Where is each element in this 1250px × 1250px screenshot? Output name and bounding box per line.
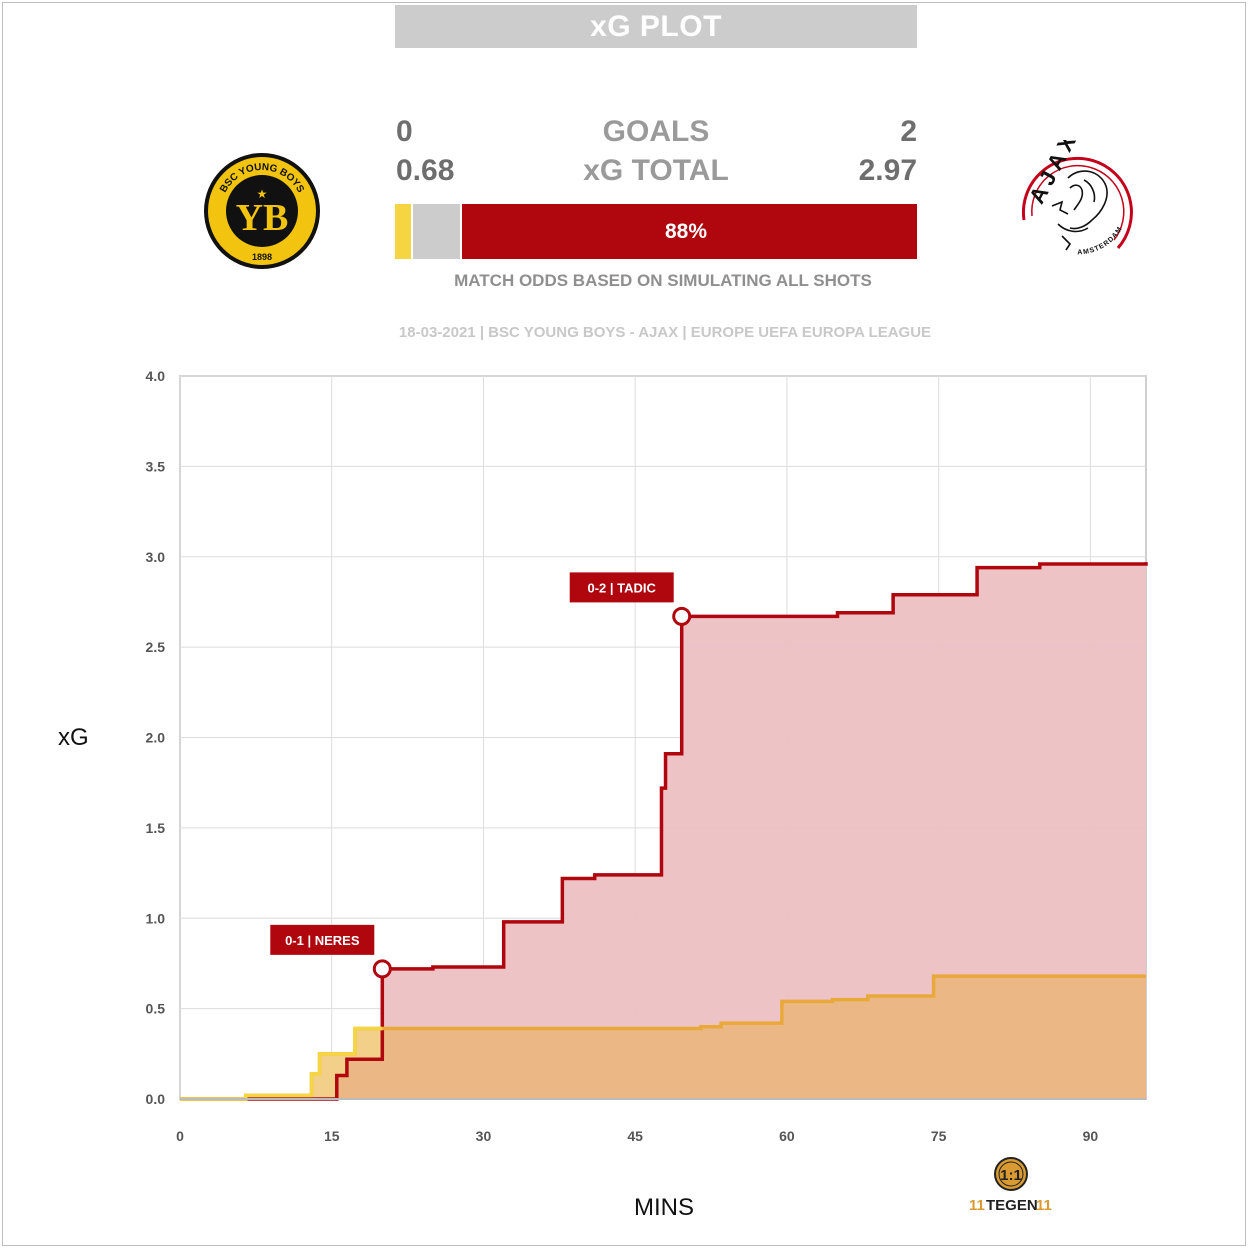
home-crest-year: 1898 xyxy=(252,252,272,262)
away-xg-line xyxy=(180,562,1148,1101)
x-tick-label: 30 xyxy=(476,1128,492,1144)
goal-marker xyxy=(372,959,392,979)
young-boys-crest-icon: BSC YOUNG BOYS ★ YB 1898 xyxy=(204,153,320,269)
odds-draw-bar xyxy=(413,204,460,259)
odds-home-bar xyxy=(395,204,411,259)
overlap-area xyxy=(180,976,1146,1099)
y-tick-label: 3.5 xyxy=(146,458,166,474)
goal-label: 0-1 | NERES xyxy=(285,933,360,948)
x-tick-label: 0 xyxy=(176,1128,184,1144)
brand-text-left: 11 xyxy=(969,1197,985,1214)
x-tick-label: 45 xyxy=(627,1128,643,1144)
y-axis-title: xG xyxy=(58,724,89,751)
chart-annotations: 0-1 | NERES 0-2 | TADIC xyxy=(270,572,692,979)
brand-text-right: 11 xyxy=(1036,1197,1052,1214)
x-tick-label: 90 xyxy=(1083,1128,1099,1144)
goals-label: GOALS xyxy=(602,115,710,148)
home-xg-line-leading xyxy=(180,1026,383,1101)
xg-total-label: xG TOTAL xyxy=(583,154,729,187)
x-tick-label: 75 xyxy=(931,1128,947,1144)
goal-label-box xyxy=(569,572,674,603)
y-tick-label: 4.0 xyxy=(146,368,166,384)
y-tick-label: 0.5 xyxy=(146,1001,166,1017)
y-tick-label: 2.0 xyxy=(146,730,166,746)
goal-label-box xyxy=(270,924,375,955)
odds-away-bar xyxy=(462,204,917,259)
star-icon: ★ xyxy=(257,187,268,201)
home-crest-monogram: YB xyxy=(236,197,289,239)
goal-marker xyxy=(672,606,692,626)
y-tick-label: 0.0 xyxy=(146,1091,166,1107)
page-title: xG PLOT xyxy=(395,5,917,48)
chart-lines xyxy=(180,562,1148,1101)
11tegen11-logo-icon: 1:1 11 TEGEN 11 xyxy=(966,1156,1056,1216)
away-xg-total: 2.97 xyxy=(858,154,917,187)
y-tick-label: 1.5 xyxy=(146,820,166,836)
svg-text:1:1: 1:1 xyxy=(1000,1167,1022,1184)
away-goals: 2 xyxy=(900,115,917,148)
home-goals: 0 xyxy=(396,115,413,148)
x-axis-title: MINS xyxy=(634,1194,694,1221)
goal-label: 0-2 | TADIC xyxy=(588,580,657,595)
odds-caption: MATCH ODDS BASED ON SIMULATING ALL SHOTS xyxy=(454,271,872,290)
chart-axes: 0.0 0.5 1.0 1.5 2.0 2.5 3.0 3.5 4.0 0 15 30 45 60 75 90 xyxy=(146,368,1146,1144)
y-tick-label: 1.0 xyxy=(146,910,166,926)
ajax-head-drawing xyxy=(1051,170,1108,251)
y-tick-label: 3.0 xyxy=(146,549,166,565)
home-xg-total: 0.68 xyxy=(396,154,455,187)
brand-text-mid: TEGEN xyxy=(986,1197,1038,1214)
x-tick-label: 15 xyxy=(324,1128,340,1144)
x-tick-label: 60 xyxy=(779,1128,795,1144)
ajax-crest-icon: AJAX AMSTERDAM xyxy=(1021,140,1133,256)
odds-away-percent: 88% xyxy=(664,220,708,243)
y-tick-label: 2.5 xyxy=(146,639,166,655)
match-info: 18-03-2021 | BSC YOUNG BOYS - AJAX | EUR… xyxy=(398,324,932,341)
